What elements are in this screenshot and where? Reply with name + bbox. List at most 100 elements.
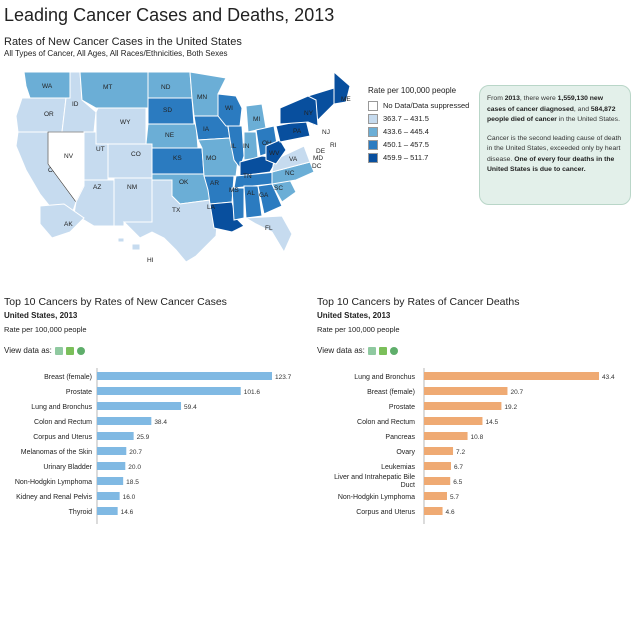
bar[interactable]: [424, 432, 468, 440]
table-icon[interactable]: [65, 346, 74, 355]
bar[interactable]: [424, 402, 502, 410]
state-label-il: IL: [231, 143, 237, 150]
category-label: Corpus and Uterus: [33, 434, 92, 441]
deaths-bar-chart: Lung and Bronchus 43.4 Breast (female) 20.7…: [334, 368, 615, 524]
cases-bar-chart: Breast (female) 123.7 Prostate 101.6 Lung an…: [15, 368, 292, 524]
category-label: Ovary: [396, 449, 415, 456]
state-label-wy: WY: [120, 119, 131, 126]
value-label: 20.7: [510, 389, 523, 396]
state-label-tn: TN: [243, 173, 252, 180]
state-hi[interactable]: [117, 237, 141, 251]
bar[interactable]: [97, 387, 241, 395]
category-label: Corpus and Uterus: [356, 509, 415, 516]
state-fl[interactable]: [244, 215, 293, 254]
bar[interactable]: [97, 507, 118, 515]
bar[interactable]: [97, 462, 126, 470]
state-va[interactable]: [271, 145, 311, 173]
map-legend: Rate per 100,000 people No Data/Data sup…: [368, 86, 469, 164]
legend-swatch: [368, 152, 378, 163]
bar[interactable]: [424, 372, 599, 380]
bar[interactable]: [424, 387, 508, 395]
state-label-oh: OH: [262, 140, 272, 147]
bar[interactable]: [97, 447, 127, 455]
deaths-chart-title: Top 10 Cancers by Rates of Cancer Deaths: [317, 296, 520, 308]
category-label: Melanomas of the Skin: [21, 449, 92, 456]
state-ms[interactable]: [231, 187, 245, 221]
value-label: 20.7: [129, 449, 142, 456]
state-label-la: LA: [207, 204, 216, 211]
bar[interactable]: [97, 432, 134, 440]
table-icon[interactable]: [378, 346, 387, 355]
category-label: Liver and Intrahepatic Bile: [334, 474, 415, 481]
category-label: Non-Hodgkin Lymphoma: [15, 479, 92, 486]
state-label-ks: KS: [173, 155, 182, 162]
bar[interactable]: [424, 477, 451, 485]
bar[interactable]: [97, 417, 152, 425]
category-label: Pancreas: [385, 434, 415, 441]
state-label-hi: HI: [147, 257, 154, 264]
bar[interactable]: [97, 492, 120, 500]
state-or[interactable]: [15, 97, 67, 133]
bar[interactable]: [424, 462, 452, 470]
legend-item: 363.7 – 431.5: [368, 112, 469, 125]
value-label: 14.5: [485, 419, 498, 426]
state-label-ny: NY: [304, 110, 314, 117]
legend-label: 433.6 – 445.4: [383, 127, 429, 136]
download-icon[interactable]: [76, 346, 85, 355]
state-label-sc: SC: [274, 185, 283, 192]
value-label: 20.0: [128, 464, 141, 471]
value-label: 6.5: [453, 479, 462, 486]
bar[interactable]: [97, 477, 124, 485]
value-label: 19.2: [504, 404, 517, 411]
map-subtitle: All Types of Cancer, All Ages, All Races…: [4, 49, 228, 58]
state-label-ga: GA: [259, 192, 269, 199]
bar[interactable]: [97, 402, 182, 410]
category-label: Prostate: [389, 404, 415, 411]
state-label-az: AZ: [93, 184, 101, 191]
bar[interactable]: [424, 417, 483, 425]
cases-chart-subtitle: United States, 2013: [4, 311, 78, 320]
state-label-me: ME: [341, 96, 351, 103]
state-label-nv: NV: [64, 153, 74, 160]
bar-chart-icon[interactable]: [367, 346, 376, 355]
state-wv[interactable]: [265, 139, 287, 165]
state-co[interactable]: [107, 143, 153, 179]
state-mt[interactable]: [79, 71, 149, 109]
bar[interactable]: [424, 492, 447, 500]
state-la[interactable]: [209, 201, 245, 233]
state-me[interactable]: [333, 70, 351, 105]
state-label-wv: WV: [269, 150, 280, 157]
state-al[interactable]: [243, 185, 263, 219]
state-label-nd: ND: [161, 84, 171, 91]
category-label: Lung and Bronchus: [31, 404, 92, 411]
state-ny[interactable]: [279, 95, 319, 127]
value-label: 4.6: [446, 509, 455, 516]
bar[interactable]: [97, 372, 272, 380]
state-ak[interactable]: [39, 203, 85, 239]
download-icon[interactable]: [389, 346, 398, 355]
info-paragraph-1: From 2013, there were 1,559,130 new case…: [487, 95, 620, 123]
value-label: 25.9: [137, 434, 150, 441]
state-ga[interactable]: [257, 183, 283, 215]
state-label-fl: FL: [265, 225, 273, 232]
state-label-or: OR: [44, 111, 54, 118]
state-label-de: DE: [316, 148, 326, 155]
bar-chart-icon[interactable]: [54, 346, 63, 355]
state-wy[interactable]: [95, 107, 147, 145]
category-label: Breast (female): [367, 389, 415, 396]
value-label: 16.0: [123, 494, 136, 501]
bar[interactable]: [424, 507, 443, 515]
value-label: 18.5: [126, 479, 139, 486]
legend-label: 363.7 – 431.5: [383, 114, 429, 123]
state-label-tx: TX: [172, 207, 181, 214]
state-label-ri: RI: [330, 142, 337, 149]
state-label-ok: OK: [179, 179, 189, 186]
state-label-ne: NE: [165, 132, 175, 139]
bar[interactable]: [424, 447, 454, 455]
state-label-wi: WI: [225, 105, 233, 112]
state-label-sd: SD: [163, 107, 172, 114]
view-data-label: View data as:: [4, 346, 52, 355]
state-label-in: IN: [243, 143, 250, 150]
map-title: Rates of New Cancer Cases in the United …: [4, 36, 242, 48]
category-label: Colon and Rectum: [34, 419, 92, 426]
